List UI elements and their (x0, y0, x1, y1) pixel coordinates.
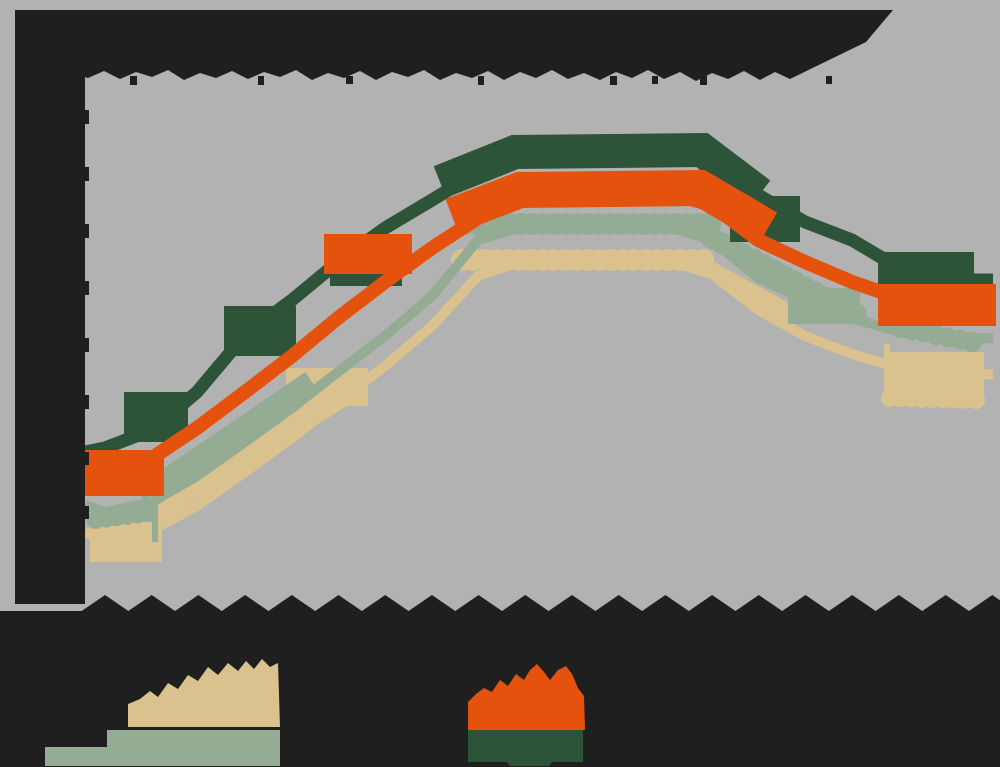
y-axis-label-bump (83, 338, 89, 352)
y-axis-label-mass (15, 10, 85, 604)
title-descender (826, 76, 832, 84)
y-axis-label-bump (83, 167, 89, 181)
title-descender (258, 76, 264, 85)
series-4-orange-data-label-box (878, 284, 996, 326)
series-3-green-data-label-box (224, 306, 296, 356)
title-descender (130, 76, 137, 85)
y-axis-label-bump (83, 506, 89, 519)
series-1-tan-glyph-descender (884, 344, 890, 402)
series-4-orange-label-band (445, 169, 778, 244)
title-descender (346, 76, 353, 84)
series-1-tan-data-label-box (90, 522, 162, 562)
y-axis-label-bump (83, 452, 89, 465)
series-4-orange-data-label-box (324, 234, 412, 274)
series-1-tan-label-band (701, 258, 800, 324)
title-descender (652, 76, 658, 84)
title-descender (478, 76, 484, 85)
legend-label-blob-tan (128, 659, 280, 727)
series-1-tan-glyph (967, 391, 985, 409)
title-descender (610, 76, 617, 85)
series-3-green-label-band (433, 132, 771, 208)
legend-label-blob-green (468, 730, 583, 766)
series-2-sage-glyph (962, 332, 982, 352)
y-axis-label-bump (83, 281, 89, 295)
y-axis-label-bump (83, 110, 89, 124)
series-2-sage-glyph (845, 303, 867, 325)
series-4-orange-data-label-box (80, 450, 164, 496)
legend-label-blob-orange (468, 664, 585, 730)
y-axis-label-bump (83, 224, 89, 238)
series-1-tan-label-band (145, 380, 352, 524)
y-axis-label-bump (83, 395, 89, 409)
series-1-tan-glyph (692, 249, 714, 271)
legend-label-blob-sage (45, 730, 280, 766)
series-2-sage-glyph-descender (152, 484, 158, 542)
title-text-mass (15, 10, 893, 81)
series-2-sage-label-band (143, 372, 319, 502)
title-descender (700, 76, 707, 85)
